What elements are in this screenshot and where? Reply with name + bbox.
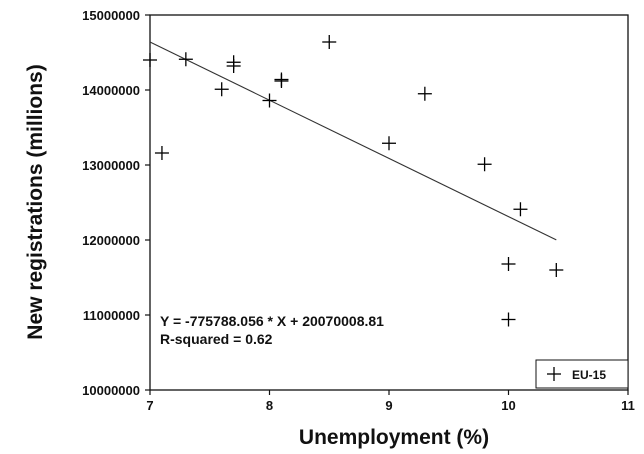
x-tick-label-1: 8 xyxy=(266,398,273,413)
y-axis-title: New registrations (millions) xyxy=(24,64,47,339)
y-tick-label-2: 12000000 xyxy=(82,233,140,248)
data-point-15 xyxy=(513,202,528,217)
r-squared: R-squared = 0.62 xyxy=(160,331,273,347)
data-point-5 xyxy=(226,55,241,70)
data-point-0 xyxy=(143,53,157,67)
x-tick-label-4: 11 xyxy=(621,398,635,413)
y-tick-label-0: 10000000 xyxy=(82,383,140,398)
legend-plus-marker xyxy=(547,367,561,381)
data-point-9 xyxy=(322,35,337,49)
legend: EU-15 xyxy=(535,359,629,389)
data-point-12 xyxy=(477,157,492,172)
data-point-13 xyxy=(501,257,516,271)
y-tick-label-1: 11000000 xyxy=(83,308,140,323)
y-tick-label-3: 13000000 xyxy=(82,158,140,173)
legend-marker xyxy=(547,367,561,381)
regression-line xyxy=(149,41,557,241)
x-tick-label-2: 9 xyxy=(385,398,392,413)
data-point-6 xyxy=(262,93,277,108)
data-point-11 xyxy=(417,86,432,101)
legend-label: EU-15 xyxy=(572,368,606,382)
data-point-1 xyxy=(154,146,169,160)
data-point-2 xyxy=(178,52,193,67)
data-points xyxy=(143,35,564,327)
axis-ticks: 7 8 9 10 11 10000000 11000000 12000000 13000000 1… xyxy=(82,8,635,413)
y-tick-label-5: 15000000 xyxy=(82,8,140,23)
data-point-14 xyxy=(501,312,516,327)
data-point-3 xyxy=(214,82,229,97)
x-tick-label-3: 10 xyxy=(501,398,515,413)
data-point-8 xyxy=(274,72,289,87)
y-tick-label-4: 14000000 xyxy=(82,83,140,98)
x-tick-label-0: 7 xyxy=(146,398,153,413)
regression-equation: Y = -775788.056 * X + 20070008.81 xyxy=(160,313,384,329)
data-point-16 xyxy=(549,263,564,277)
x-axis-title: Unemployment (%) xyxy=(299,426,489,449)
data-point-10 xyxy=(382,136,396,151)
